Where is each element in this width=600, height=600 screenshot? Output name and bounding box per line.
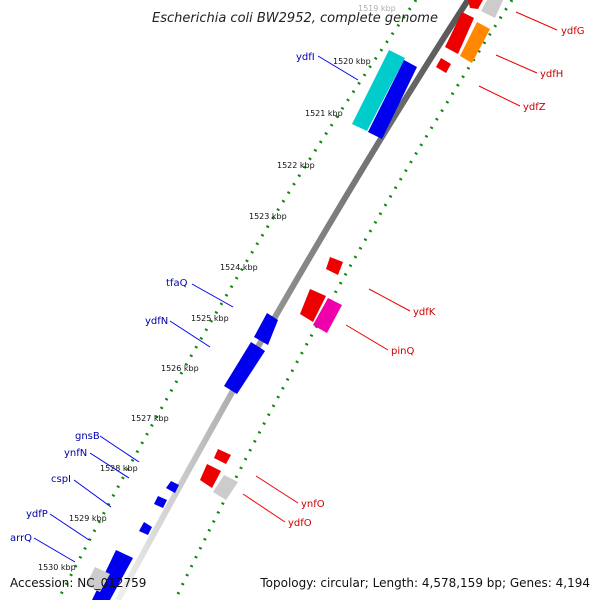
reverse-strand-features [200, 0, 503, 500]
gene-label-gnsB[interactable]: gnsB [75, 431, 100, 442]
gene-label-arrQ[interactable]: arrQ [10, 533, 32, 544]
gene-ydfK[interactable] [326, 257, 343, 275]
tick-label: 1521 kbp [305, 109, 343, 118]
tick-label: 1529 kbp [69, 514, 107, 523]
gene-pinQ[interactable] [313, 298, 342, 333]
gene-label-ydfZ[interactable]: ydfZ [523, 102, 546, 113]
tick-label: 1527 kbp [131, 414, 169, 423]
genome-backbone [115, 0, 471, 600]
topology-text: Topology: circular; Length: 4,578,159 bp… [260, 576, 590, 590]
gene-label-ydfG[interactable]: ydfG [561, 26, 585, 37]
gene-label-ydfO[interactable]: ydfO [288, 518, 312, 529]
gene-forward-1521[interactable] [368, 60, 417, 139]
gene-label-cspI[interactable]: cspI [51, 474, 71, 485]
gene-label-ynfO[interactable]: ynfO [301, 499, 325, 510]
gene-pseudo-1530[interactable] [86, 567, 110, 592]
gene-reverse-1525[interactable] [300, 289, 326, 322]
gene-cspI[interactable] [139, 522, 152, 535]
gene-label-ydfP[interactable]: ydfP [26, 509, 48, 520]
tick-label: 1523 kbp [249, 212, 287, 221]
gene-reverse-top[interactable] [468, 0, 483, 9]
tick-label: 1528 kbp [100, 464, 138, 473]
tick-label: 1525 kbp [191, 314, 229, 323]
gene-ydfI-rna[interactable] [352, 50, 405, 131]
gene-label-ydfK[interactable]: ydfK [413, 307, 436, 318]
tick-label: 1530 kbp [38, 563, 76, 572]
tick-label: 1522 kbp [277, 161, 315, 170]
tick-labels: 1520 kbp 1521 kbp 1522 kbp 1523 kbp 1524… [38, 57, 371, 572]
leader-lines [33, 11, 558, 563]
tick-label: 1524 kbp [220, 263, 258, 272]
gene-label-pinQ[interactable]: pinQ [391, 346, 414, 357]
gene-ydfG[interactable] [481, 0, 503, 18]
gene-label-ydfN[interactable]: ydfN [145, 316, 168, 327]
gene-ydfN[interactable] [224, 342, 265, 394]
gene-label-ynfN[interactable]: ynfN [64, 448, 87, 459]
gene-labels: ydfI tfaQ ydfN gnsB ynfN cspI ydfP arrQ … [10, 26, 585, 544]
gene-ydfH[interactable] [460, 22, 490, 63]
gene-reverse-1520a[interactable] [445, 12, 474, 54]
tick-label-top: 1519 kbp [358, 4, 396, 13]
forward-strand-features [86, 50, 417, 600]
genome-title: Escherichia coli BW2952, complete genome [152, 11, 438, 26]
outer-tick-ring [56, 0, 418, 600]
gene-ydfZ[interactable] [436, 58, 451, 73]
tick-label: 1526 kbp [161, 364, 199, 373]
gene-reverse-1528a[interactable] [214, 449, 231, 464]
tick-label: 1520 kbp [333, 57, 371, 66]
gene-gnsB[interactable] [166, 481, 179, 493]
gene-ynfN[interactable] [154, 496, 167, 508]
gene-ydfO[interactable] [213, 475, 238, 500]
gene-label-ydfI[interactable]: ydfI [296, 52, 315, 63]
gene-ynfO[interactable] [200, 464, 221, 488]
gene-tfaQ[interactable] [254, 313, 278, 345]
gene-label-ydfH[interactable]: ydfH [540, 69, 563, 80]
inner-tick-ring [173, 0, 514, 600]
accession-text: Accession: NC_012759 [10, 576, 147, 590]
gene-label-tfaQ[interactable]: tfaQ [166, 278, 188, 289]
